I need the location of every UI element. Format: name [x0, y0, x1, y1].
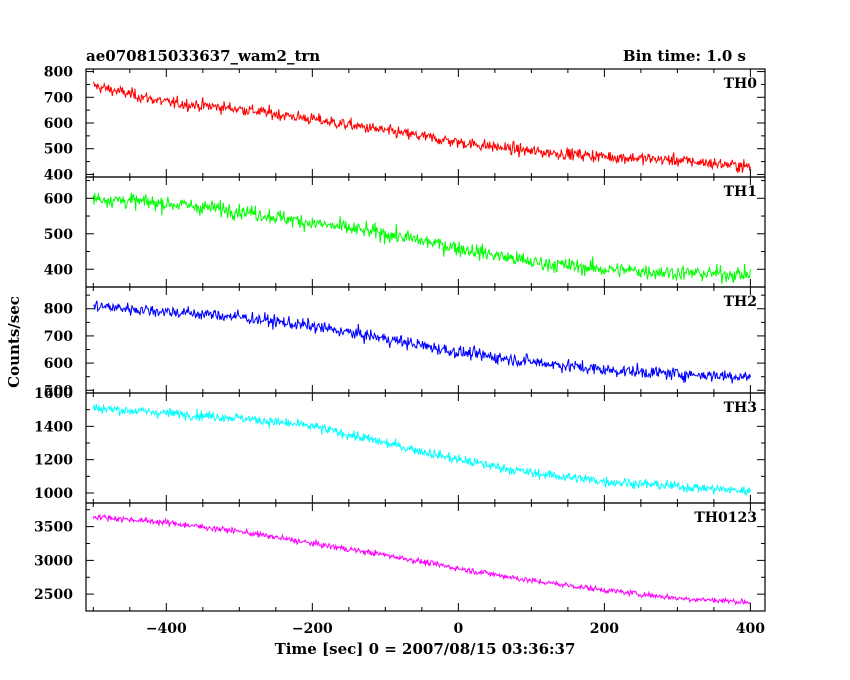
panel-th0: 400 500 600 700 800 TH0 — [44, 65, 766, 183]
y-tick-label: 1400 — [34, 419, 73, 435]
y-tick-label: 1000 — [34, 486, 73, 502]
y-axis-label: Counts/sec — [5, 296, 23, 388]
panel-frame — [85, 502, 766, 612]
panel-label: TH0123 — [694, 510, 757, 526]
panel-label: TH1 — [724, 184, 757, 200]
y-tick-label: 2500 — [34, 587, 73, 603]
y-tick-label: 500 — [44, 383, 73, 399]
plot-title: ae070815033637_wam2_trn — [86, 47, 320, 65]
bin-time-label: Bin time: 1.0 s — [623, 47, 746, 65]
x-tick-label: −400 — [146, 621, 187, 637]
x-axis-label: Time [sec] 0 = 2007/08/15 03:36:37 — [275, 640, 576, 658]
y-tick-label: 600 — [44, 116, 73, 132]
panel-frame — [85, 286, 766, 394]
y-tick-label: 700 — [44, 329, 73, 345]
y-tick-label: 3000 — [34, 553, 73, 569]
y-tick-label: 500 — [44, 142, 73, 158]
x-tick-label: −200 — [292, 621, 333, 637]
panel-label: TH2 — [724, 294, 757, 310]
series-th3-line — [92, 404, 751, 496]
panel-frame — [85, 176, 766, 288]
series-th2-line — [93, 300, 751, 384]
x-tick-label: 0 — [453, 621, 463, 637]
panel-label: TH0 — [724, 76, 758, 92]
series-th1-line — [92, 192, 751, 285]
series-th0123-line — [92, 513, 751, 606]
y-tick-label: 400 — [44, 262, 73, 278]
y-tick-label: 800 — [44, 302, 73, 318]
y-tick-label: 600 — [44, 191, 73, 207]
series-th0-line — [92, 81, 751, 174]
x-tick-label: 400 — [736, 621, 765, 637]
y-tick-label: 1200 — [34, 453, 73, 469]
y-tick-label: 500 — [44, 227, 73, 243]
y-tick-label: 700 — [44, 90, 73, 106]
y-tick-label: 400 — [44, 167, 73, 183]
y-tick-label: 800 — [44, 65, 73, 81]
panel-th1: 400 500 600 TH1 — [44, 176, 766, 288]
panel-th2: 500 600 700 800 TH2 — [44, 286, 766, 399]
panel-th0123: 2500 3000 3500 TH0123 — [34, 502, 766, 612]
panel-th3: 1000 1200 1400 1600 TH3 — [34, 386, 766, 504]
y-tick-label: 600 — [44, 356, 73, 372]
y-tick-label: 3500 — [34, 520, 73, 536]
y-tick-label: 1600 — [34, 386, 73, 402]
panels-group: 400 500 600 700 800 TH0 400 500 600 TH1 500 600 700 8… — [34, 65, 766, 612]
panel-label: TH3 — [724, 400, 757, 416]
x-axis: −400 −200 0 200 400 — [146, 621, 765, 637]
x-tick-label: 200 — [590, 621, 619, 637]
